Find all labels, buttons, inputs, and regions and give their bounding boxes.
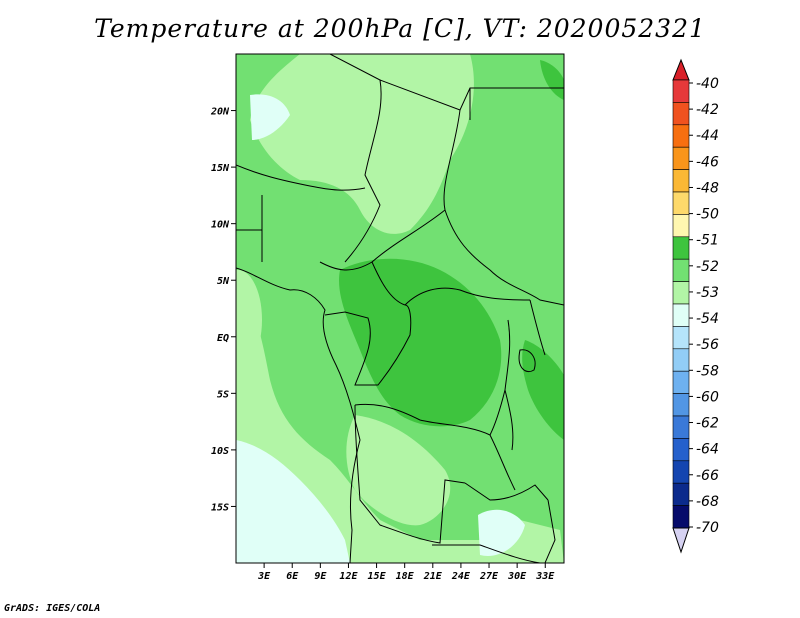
map-frame bbox=[235, 53, 565, 564]
field-light-sw bbox=[236, 290, 564, 563]
border-nw bbox=[236, 195, 263, 262]
colorbar-swatch bbox=[672, 438, 690, 462]
lake-victoria bbox=[518, 349, 536, 373]
lon-tick-label: 27E bbox=[479, 571, 499, 582]
field-pale-se bbox=[478, 509, 525, 556]
colorbar-label: -62 bbox=[696, 416, 719, 432]
border-south bbox=[432, 544, 541, 563]
colorbar-swatch bbox=[672, 505, 690, 529]
colorbar-swatch bbox=[672, 102, 690, 126]
temperature-field bbox=[236, 54, 564, 563]
lon-tick-label: 15E bbox=[368, 571, 387, 582]
colorbar-swatch bbox=[672, 326, 690, 350]
colorbar-label: -44 bbox=[696, 128, 719, 144]
colorbar-label: -68 bbox=[696, 494, 719, 510]
border-congo-a bbox=[404, 287, 531, 306]
border-congo-b bbox=[324, 304, 412, 386]
colorbar-label: -51 bbox=[696, 233, 719, 249]
border-north-c bbox=[379, 79, 564, 111]
field-dark-ne bbox=[540, 60, 564, 100]
colorbar-bottom-arrow bbox=[672, 527, 690, 554]
lat-tick-label: 15N bbox=[211, 163, 230, 174]
lon-tick-label: 3E bbox=[257, 571, 271, 582]
colorbar-swatch bbox=[672, 281, 690, 305]
grads-credit: GrADS: IGES/COLA bbox=[4, 603, 101, 614]
lon-axis: 3E 6E 9E 12E 15E 18E 21E 24E 27E 30E 33E bbox=[257, 563, 555, 582]
lon-tick-label: 12E bbox=[339, 571, 358, 582]
colorbar-swatch bbox=[672, 482, 690, 506]
border-drc-south bbox=[354, 403, 516, 491]
border-cameroon bbox=[319, 261, 406, 306]
border-zambia bbox=[464, 482, 549, 501]
colorbar-label: -70 bbox=[696, 520, 719, 536]
lat-tick-label: 15S bbox=[211, 502, 229, 513]
colorbar-swatch bbox=[672, 214, 690, 238]
lon-tick-label: 33E bbox=[535, 571, 555, 582]
coastline-west bbox=[236, 267, 361, 563]
colorbar-swatch bbox=[672, 460, 690, 484]
field-dark-east bbox=[522, 340, 564, 440]
border-east-lakes bbox=[489, 319, 511, 436]
lon-tick-label: 30E bbox=[507, 571, 527, 582]
lat-axis: 20N 15N 10N 5N EQ 5S 10S 15S bbox=[210, 107, 236, 513]
colorbar-label: -58 bbox=[696, 363, 719, 379]
colorbar-label: -48 bbox=[696, 180, 719, 196]
colorbar-label: -66 bbox=[696, 468, 719, 484]
lon-tick-label: 24E bbox=[451, 571, 471, 582]
field-pale-sw bbox=[236, 440, 350, 563]
colorbar-label: -64 bbox=[696, 442, 719, 458]
border-north-a bbox=[236, 164, 366, 191]
lat-tick-label: 20N bbox=[210, 107, 230, 118]
colorbar-swatch bbox=[672, 191, 690, 215]
lat-tick-label: 5N bbox=[217, 276, 230, 287]
colorbar-label: -50 bbox=[696, 207, 719, 223]
colorbar-label: -46 bbox=[696, 154, 719, 170]
field-dark-core bbox=[339, 258, 502, 427]
colorbar: -40 -42 -44 -46 -48 -50 -51 -52 -53 -54 -56 -58 -60 -… bbox=[672, 58, 719, 554]
colorbar-swatch bbox=[672, 169, 690, 193]
field-pale-nw bbox=[250, 94, 290, 140]
colorbar-label: -40 bbox=[696, 76, 719, 92]
colorbar-swatch bbox=[672, 348, 690, 372]
colorbar-swatch bbox=[672, 236, 690, 260]
colorbar-swatch bbox=[672, 146, 690, 170]
border-car bbox=[371, 209, 446, 263]
colorbar-label: -54 bbox=[696, 311, 719, 327]
colorbar-label: -52 bbox=[696, 259, 719, 275]
border-angola bbox=[354, 404, 466, 544]
colorbar-label: -60 bbox=[696, 389, 719, 405]
colorbar-label: -42 bbox=[696, 102, 719, 118]
field-light-north bbox=[250, 54, 474, 234]
colorbar-label: -56 bbox=[696, 337, 719, 353]
lat-tick-label: 10N bbox=[211, 220, 230, 231]
lat-tick-label: 10S bbox=[211, 446, 229, 457]
colorbar-top-arrow bbox=[672, 58, 690, 81]
lon-tick-label: 9E bbox=[314, 571, 327, 582]
border-uganda bbox=[529, 299, 546, 356]
colorbar-swatch bbox=[672, 370, 690, 394]
colorbar-swatch bbox=[672, 393, 690, 417]
lon-tick-label: 6E bbox=[286, 571, 299, 582]
colorbar-swatch bbox=[672, 124, 690, 148]
field-light-west bbox=[236, 269, 262, 390]
field-light-central bbox=[346, 415, 451, 526]
country-borders bbox=[236, 54, 564, 563]
colorbar-swatch bbox=[672, 303, 690, 327]
colorbar-swatch bbox=[672, 415, 690, 439]
border-se-edge bbox=[544, 499, 556, 563]
map-title: Temperature at 200hPa [C], VT: 202005232… bbox=[94, 14, 706, 43]
border-sudan bbox=[443, 109, 564, 306]
lat-tick-label: EQ bbox=[217, 333, 229, 344]
border-north-b bbox=[329, 54, 382, 263]
lon-tick-label: 18E bbox=[396, 571, 415, 582]
colorbar-swatch bbox=[672, 79, 690, 103]
colorbar-swatch bbox=[672, 258, 690, 282]
lat-tick-label: 5S bbox=[217, 389, 229, 400]
lake-tanganyika bbox=[504, 389, 514, 451]
colorbar-label: -53 bbox=[696, 285, 719, 301]
lon-tick-label: 21E bbox=[423, 571, 443, 582]
